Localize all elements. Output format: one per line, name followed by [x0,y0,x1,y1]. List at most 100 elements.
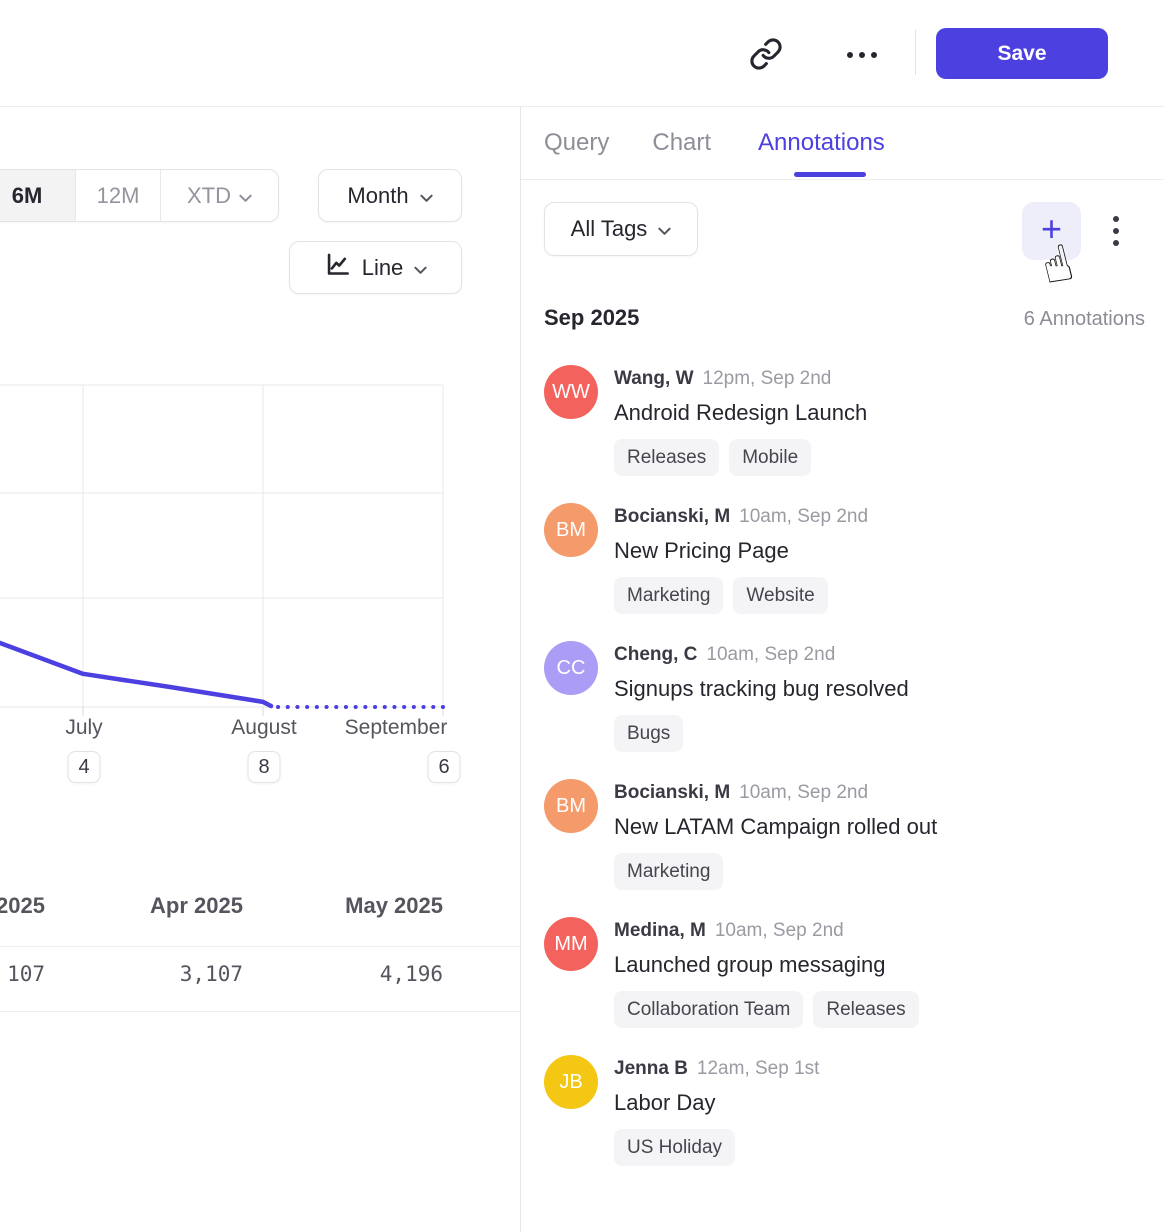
table-header-cell: 2025 [0,893,45,918]
annotations-panel: Query Chart Annotations All Tags + Sep 2… [520,107,1164,1232]
avatar: JB [544,1055,598,1109]
table-rule [0,946,520,947]
annotation-timestamp: 12pm, Sep 2nd [702,368,832,389]
annotation-tags: Collaboration Team Releases [614,991,1149,1028]
table-header-cell: May 2025 [345,893,443,918]
x-axis-label: September [344,716,448,739]
tab-chart[interactable]: Chart [652,129,712,156]
chart-type-dropdown[interactable]: Line [289,241,462,294]
line-chart-icon [324,251,351,284]
annotation-head: Medina, M 10am, Sep 2nd [614,919,1149,943]
annotation-item[interactable]: MM Medina, M 10am, Sep 2nd Launched group m… [544,917,1149,1028]
annotation-title: New LATAM Campaign rolled out [614,814,938,839]
annotation-item[interactable]: BM Bocianski, M 10am, Sep 2nd New Pricing P… [544,503,1149,614]
header-divider [915,30,916,75]
date-range-segmented-control: 6M 12M XTD [0,169,279,222]
annotation-body: Jenna B 12am, Sep 1st Labor Day US Holiday [614,1055,1149,1166]
chart-area[interactable] [0,380,520,725]
tab-annotations[interactable]: Annotations [758,129,885,156]
annotation-timestamp: 10am, Sep 2nd [714,920,844,941]
annotation-timestamp: 10am, Sep 2nd [739,782,869,803]
annotation-body: Medina, M 10am, Sep 2nd Launched group mes… [614,917,1149,1028]
annotation-item[interactable]: CC Cheng, C 10am, Sep 2nd Signups tracking … [544,641,1149,752]
link-icon [749,37,783,74]
annotation-tags: US Holiday [614,1129,1149,1166]
annotation-tag[interactable]: Collaboration Team [614,991,804,1028]
ellipsis-icon [847,52,877,58]
annotations-section-header: Sep 2025 6 Annotations [544,305,1145,331]
range-tab-xtd[interactable]: XTD [161,170,278,221]
more-options-button[interactable] [838,34,886,76]
annotation-title: Launched group messaging [614,952,886,977]
annotation-head: Bocianski, M 10am, Sep 2nd [614,505,1149,529]
annotation-count-badge[interactable]: 8 [247,751,281,783]
panel-tabs: Query Chart Annotations [521,107,1164,180]
annotation-count-badge[interactable]: 4 [67,751,101,783]
tab-query[interactable]: Query [544,129,610,156]
range-tab-label: 6M [11,182,43,208]
annotation-item[interactable]: BM Bocianski, M 10am, Sep 2nd New LATAM Cam… [544,779,1149,890]
range-tab-12m[interactable]: 12M [76,170,161,221]
x-axis-label: August [231,716,297,739]
annotation-body: Bocianski, M 10am, Sep 2nd New LATAM Campa… [614,779,1149,890]
annotation-tags: Releases Mobile [614,439,1149,476]
annotation-head: Wang, W 12pm, Sep 2nd [614,367,1149,391]
save-button[interactable]: Save [936,28,1108,79]
table-value-cell: 107 [7,962,45,986]
section-month-label: Sep 2025 [544,305,640,330]
table-value-cell: 4,196 [379,962,443,986]
chart-type-label: Line [361,254,404,280]
annotation-author: Bocianski, M [614,506,731,527]
annotation-timestamp: 12am, Sep 1st [696,1058,820,1079]
x-axis-label: July [65,716,103,739]
tag-filter-label: All Tags [570,216,648,241]
line-chart-svg [0,384,445,716]
annotation-tag[interactable]: Releases [614,439,720,476]
header-border [0,106,1164,107]
annotation-author: Jenna B [614,1058,688,1079]
annotation-title: Android Redesign Launch [614,400,868,425]
active-tab-underline [794,172,866,177]
annotation-author: Bocianski, M [614,782,731,803]
annotation-tag[interactable]: Releases [813,991,919,1028]
annotation-body: Cheng, C 10am, Sep 2nd Signups tracking bu… [614,641,1149,752]
annotation-title: New Pricing Page [614,538,789,563]
annotation-tag[interactable]: Website [733,577,828,614]
annotation-tag[interactable]: US Holiday [614,1129,736,1166]
range-tab-label: XTD [187,182,231,208]
annotation-body: Bocianski, M 10am, Sep 2nd New Pricing Pag… [614,503,1149,614]
table-rule [0,1011,520,1012]
section-count-label: 6 Annotations [1023,308,1145,330]
annotation-tags: Marketing Website [614,577,1149,614]
annotation-tag[interactable]: Mobile [729,439,812,476]
annotations-list: WW Wang, W 12pm, Sep 2nd Android Redesign L… [544,365,1149,1193]
granularity-label: Month [347,182,409,208]
chevron-down-icon [414,255,427,281]
tag-filter-dropdown[interactable]: All Tags [544,202,698,256]
chevron-down-icon [419,183,433,209]
annotation-head: Bocianski, M 10am, Sep 2nd [614,781,1149,805]
annotation-tag[interactable]: Bugs [614,715,684,752]
kebab-icon [1113,216,1119,246]
annotation-body: Wang, W 12pm, Sep 2nd Android Redesign Lau… [614,365,1149,476]
annotation-tag[interactable]: Marketing [614,853,724,890]
table-header-cell: Apr 2025 [150,893,243,918]
annotation-tags: Marketing [614,853,1149,890]
annotation-count-badge[interactable]: 6 [427,751,461,783]
annotation-head: Cheng, C 10am, Sep 2nd [614,643,1149,667]
table-value-cell: 3,107 [179,962,243,986]
annotation-author: Wang, W [614,368,694,389]
annotations-menu-button[interactable] [1099,207,1133,255]
plus-icon: + [1040,208,1063,249]
annotation-tag[interactable]: Marketing [614,577,724,614]
annotation-item[interactable]: JB Jenna B 12am, Sep 1st Labor Day US Holida… [544,1055,1149,1166]
granularity-dropdown[interactable]: Month [318,169,462,222]
range-tab-6m[interactable]: 6M [0,170,76,221]
copy-link-button[interactable] [745,34,787,76]
add-annotation-button[interactable]: + [1022,202,1081,260]
annotation-item[interactable]: WW Wang, W 12pm, Sep 2nd Android Redesign L… [544,365,1149,476]
annotation-timestamp: 10am, Sep 2nd [739,506,869,527]
annotation-tags: Bugs [614,715,1149,752]
chevron-down-icon [239,183,252,209]
